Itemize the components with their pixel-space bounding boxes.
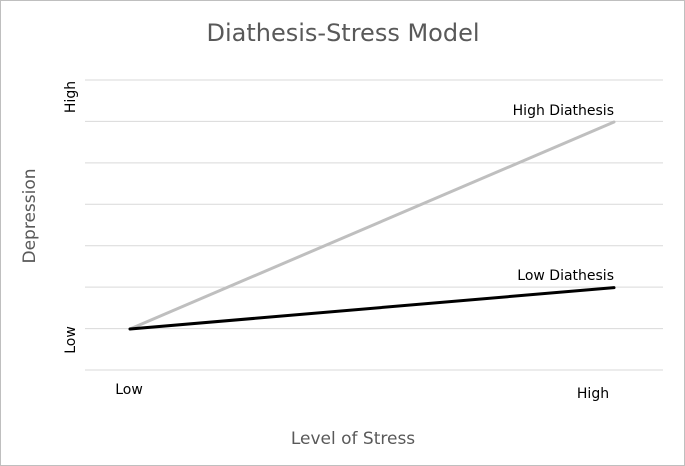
y-tick-low: Low — [63, 326, 79, 354]
y-axis-title: Depression — [20, 168, 40, 263]
series-label-high-diathesis: High Diathesis — [513, 103, 614, 119]
series-line-low-diathesis — [128, 286, 616, 331]
x-axis-title: Level of Stress — [291, 429, 415, 449]
y-tick-high: High — [63, 81, 79, 113]
series-label-low-diathesis: Low Diathesis — [517, 268, 614, 284]
series-line-high-diathesis — [128, 120, 616, 331]
x-tick-low: Low — [115, 382, 143, 398]
series-layer — [128, 120, 616, 331]
chart-title: Diathesis-Stress Model — [206, 19, 479, 47]
x-tick-high: High — [577, 386, 609, 402]
grid-layer — [85, 79, 663, 371]
